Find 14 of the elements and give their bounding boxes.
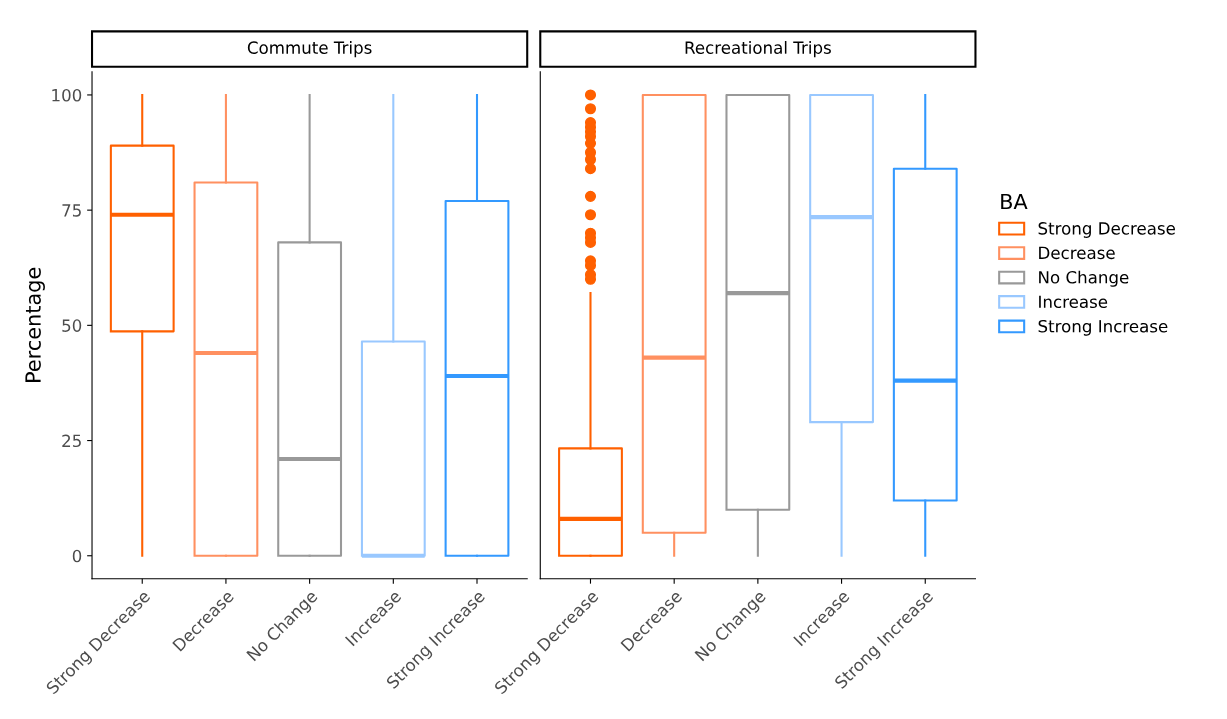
y-tick-label: 100 [52, 88, 82, 102]
legend-title: BA [1001, 193, 1028, 210]
y-axis-title: Percentage [25, 267, 45, 382]
y-tick-label: 0 [72, 549, 82, 563]
legend-label: Strong Increase [1038, 319, 1168, 336]
chart-title: Commute Trips [247, 41, 372, 58]
y-tick-label: 75 [62, 204, 81, 217]
legend-label: No Change [1039, 270, 1129, 287]
y-tick-label: 25 [62, 434, 81, 448]
y-tick-label: 50 [62, 319, 82, 332]
legend-label: Increase [1039, 295, 1108, 309]
chart-title: Recreational Trips [685, 41, 831, 58]
legend-label: Strong Decrease [1038, 222, 1175, 238]
legend-label: Decrease [1039, 246, 1115, 260]
